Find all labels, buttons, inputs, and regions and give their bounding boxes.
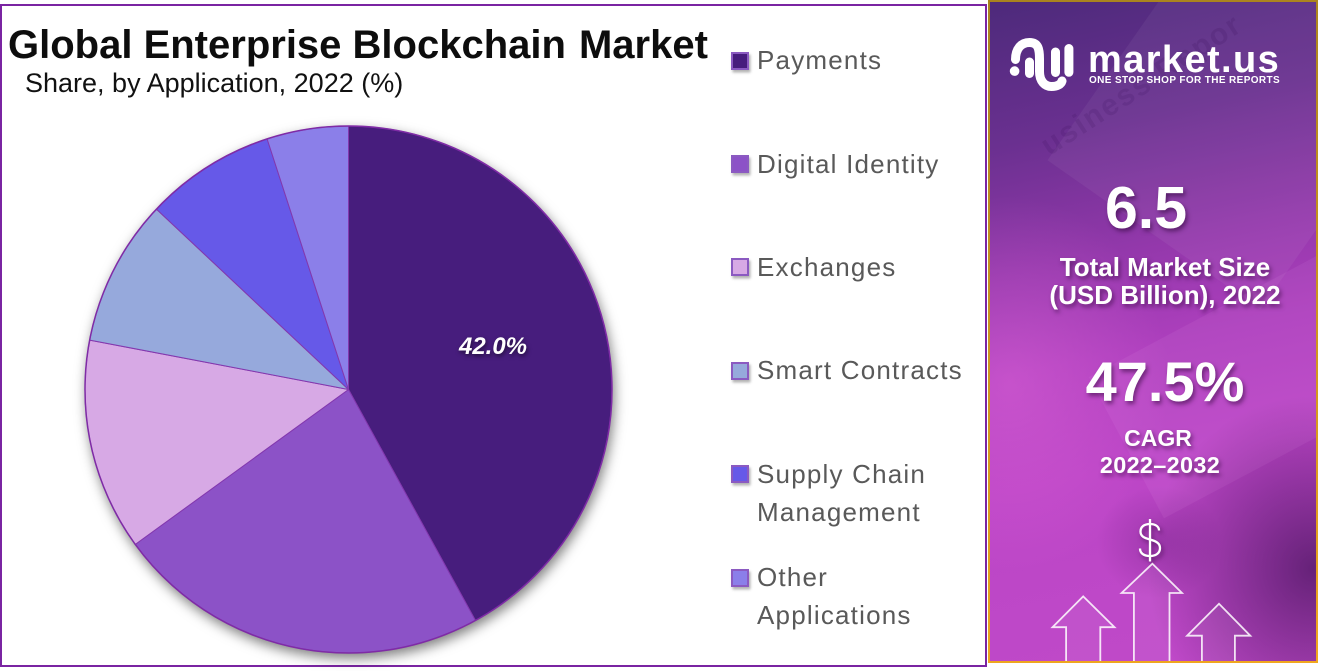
svg-text:market.us: market.us <box>1088 39 1280 81</box>
svg-text:42.0%: 42.0% <box>458 333 527 360</box>
svg-text:ONE STOP SHOP FOR THE REPORTS: ONE STOP SHOP FOR THE REPORTS <box>1089 75 1280 86</box>
